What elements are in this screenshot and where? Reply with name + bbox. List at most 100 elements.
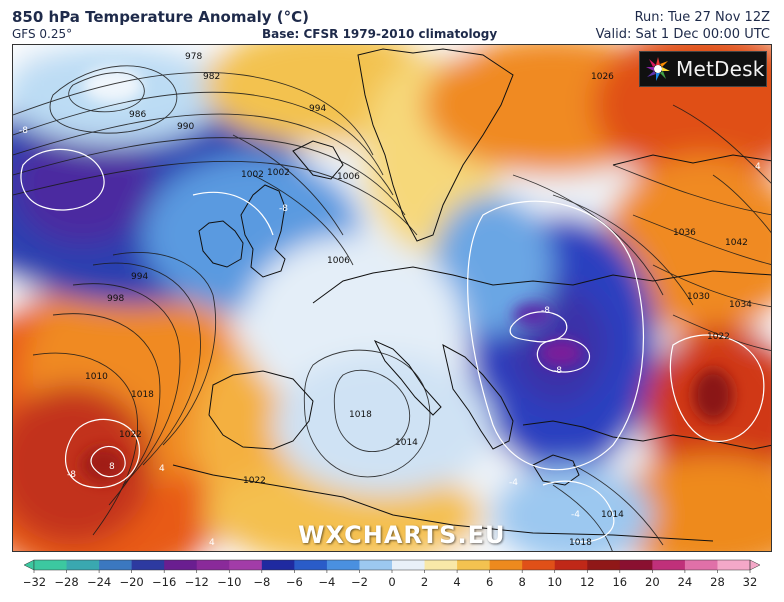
- colorbar-tick-label: 4: [453, 575, 460, 589]
- colorbar-tick-label: 10: [547, 575, 562, 589]
- colorbar-segment: [66, 560, 100, 570]
- isobar-label: 1002: [267, 168, 290, 178]
- isobar-label: 1018: [569, 538, 592, 548]
- colorbar-max-arrow: [749, 559, 761, 571]
- colorbar-segment: [326, 560, 360, 570]
- anomaly-label: 8: [109, 462, 115, 472]
- isobar-label: 1042: [725, 238, 748, 248]
- anomaly-label: -4: [571, 510, 580, 520]
- colorbar-tick-label: −2: [351, 575, 368, 589]
- isobar-label: 978: [185, 52, 202, 62]
- isobar-label: 1018: [349, 410, 372, 420]
- colorbar-segment: [261, 560, 295, 570]
- colorbar-segment: [619, 560, 653, 570]
- colorbar-segment: [489, 560, 523, 570]
- colorbar-tick-label: 2: [421, 575, 428, 589]
- isobar-label: 1006: [337, 172, 360, 182]
- colorbar-segment: [652, 560, 686, 570]
- isobar-label: 998: [107, 294, 124, 304]
- anomaly-label: -8: [19, 126, 28, 136]
- colorbar-tick-label: −24: [87, 575, 111, 589]
- colorbar-segment: [554, 560, 588, 570]
- isobar-label: 982: [203, 72, 220, 82]
- model-name: GFS 0.25°: [12, 27, 73, 41]
- coastlines: [172, 48, 771, 542]
- colorbar-tick-label: −28: [54, 575, 78, 589]
- metdesk-logo-icon: [646, 57, 670, 81]
- colorbar-tick-label: −4: [318, 575, 335, 589]
- valid-time: Valid: Sat 1 Dec 00:00 UTC: [595, 27, 770, 42]
- colorbar: −32 −28 −24 −20 −16 −12 −10 −8 −6 −4 −2 0 2 4 6 8 10 12 16…: [22, 558, 761, 598]
- colorbar-tick-label: −6: [286, 575, 303, 589]
- metdesk-logo-text: MetDesk: [676, 57, 765, 81]
- colorbar-tick-label: −10: [217, 575, 241, 589]
- colorbar-segment: [587, 560, 621, 570]
- colorbar-segment: [34, 560, 68, 570]
- colorbar-segment: [522, 560, 556, 570]
- colorbar-min-arrow: [23, 559, 35, 571]
- colorbar-tick-label: 8: [519, 575, 526, 589]
- colorbar-segment: [99, 560, 133, 570]
- colorbar-tick-label: −32: [24, 575, 46, 589]
- isobar-label: 986: [129, 110, 146, 120]
- colorbar-tick-label: 32: [743, 575, 758, 589]
- isobar-label: 1034: [729, 300, 752, 310]
- map-canvas: 978 982 986 990 994 1002 1006 994 998 10…: [13, 45, 771, 551]
- colorbar-tick-label: −8: [253, 575, 270, 589]
- isobar-label: 1022: [243, 476, 266, 486]
- anomaly-label: -8: [279, 204, 288, 214]
- anomaly-contours: [20, 148, 765, 543]
- isobar-label: 1010: [85, 372, 108, 382]
- colorbar-segment: [359, 560, 393, 570]
- isobar-label: 994: [131, 272, 148, 282]
- colorbar-tick-label: 12: [580, 575, 595, 589]
- colorbar-segment: [684, 560, 718, 570]
- climatology-base: Base: CFSR 1979-2010 climatology: [262, 27, 498, 41]
- run-time: Run: Tue 27 Nov 12Z: [634, 10, 770, 25]
- colorbar-tick-label: 20: [645, 575, 660, 589]
- anomaly-label: -8: [67, 470, 76, 480]
- colorbar-tick-label: 6: [486, 575, 493, 589]
- isobar-label: 1022: [119, 430, 142, 440]
- colorbar-segment: [717, 560, 751, 570]
- anomaly-field: [13, 45, 771, 551]
- colorbar-tick-label: 16: [612, 575, 627, 589]
- isobar-label: 1006: [327, 256, 350, 266]
- colorbar-segment: [392, 560, 426, 570]
- colorbar-tick-label: −20: [119, 575, 143, 589]
- colorbar-tick-label: 28: [710, 575, 725, 589]
- colorbar-tick-label: 0: [388, 575, 395, 589]
- anomaly-label: -8: [541, 306, 550, 316]
- colorbar-segment: [457, 560, 491, 570]
- colorbar-tick-label: 24: [678, 575, 693, 589]
- anomaly-label: 4: [755, 162, 761, 172]
- wxcharts-watermark: WXCHARTS.EU: [298, 521, 506, 549]
- anomaly-label: 4: [159, 464, 165, 474]
- colorbar-segment: [424, 560, 458, 570]
- colorbar-tick-label: −16: [152, 575, 176, 589]
- isobar-label: 990: [177, 122, 194, 132]
- colorbar-segment: [131, 560, 165, 570]
- anomaly-map: 978 982 986 990 994 1002 1006 994 998 10…: [12, 44, 772, 552]
- anomaly-label: -4: [509, 478, 518, 488]
- colorbar-segment: [229, 560, 263, 570]
- isobar-label: 994: [309, 104, 326, 114]
- anomaly-labels: -8 -8 -8 -8 -8 8 4 4 -4 -4 4: [19, 126, 761, 548]
- isobar-label: 1002: [241, 170, 264, 180]
- chart-title: 850 hPa Temperature Anomaly (°C): [12, 8, 309, 26]
- colorbar-segment: [164, 560, 198, 570]
- metdesk-logo: MetDesk: [639, 51, 767, 87]
- anomaly-label: 4: [209, 538, 215, 548]
- colorbar-segment: [196, 560, 230, 570]
- isobar-label: 1026: [591, 72, 614, 82]
- anomaly-label: -8: [553, 366, 562, 376]
- chart-header: 850 hPa Temperature Anomaly (°C) GFS 0.2…: [0, 0, 784, 44]
- isobar-label: 1014: [395, 438, 418, 448]
- isobar-label: 1022: [707, 332, 730, 342]
- isobar-label: 1030: [687, 292, 710, 302]
- colorbar-tick-label: −12: [185, 575, 209, 589]
- isobar-label: 1014: [601, 510, 624, 520]
- isobar-label: 1036: [673, 228, 696, 238]
- isobar-labels: 978 982 986 990 994 1002 1006 994 998 10…: [85, 52, 752, 548]
- isobar-label: 1018: [131, 390, 154, 400]
